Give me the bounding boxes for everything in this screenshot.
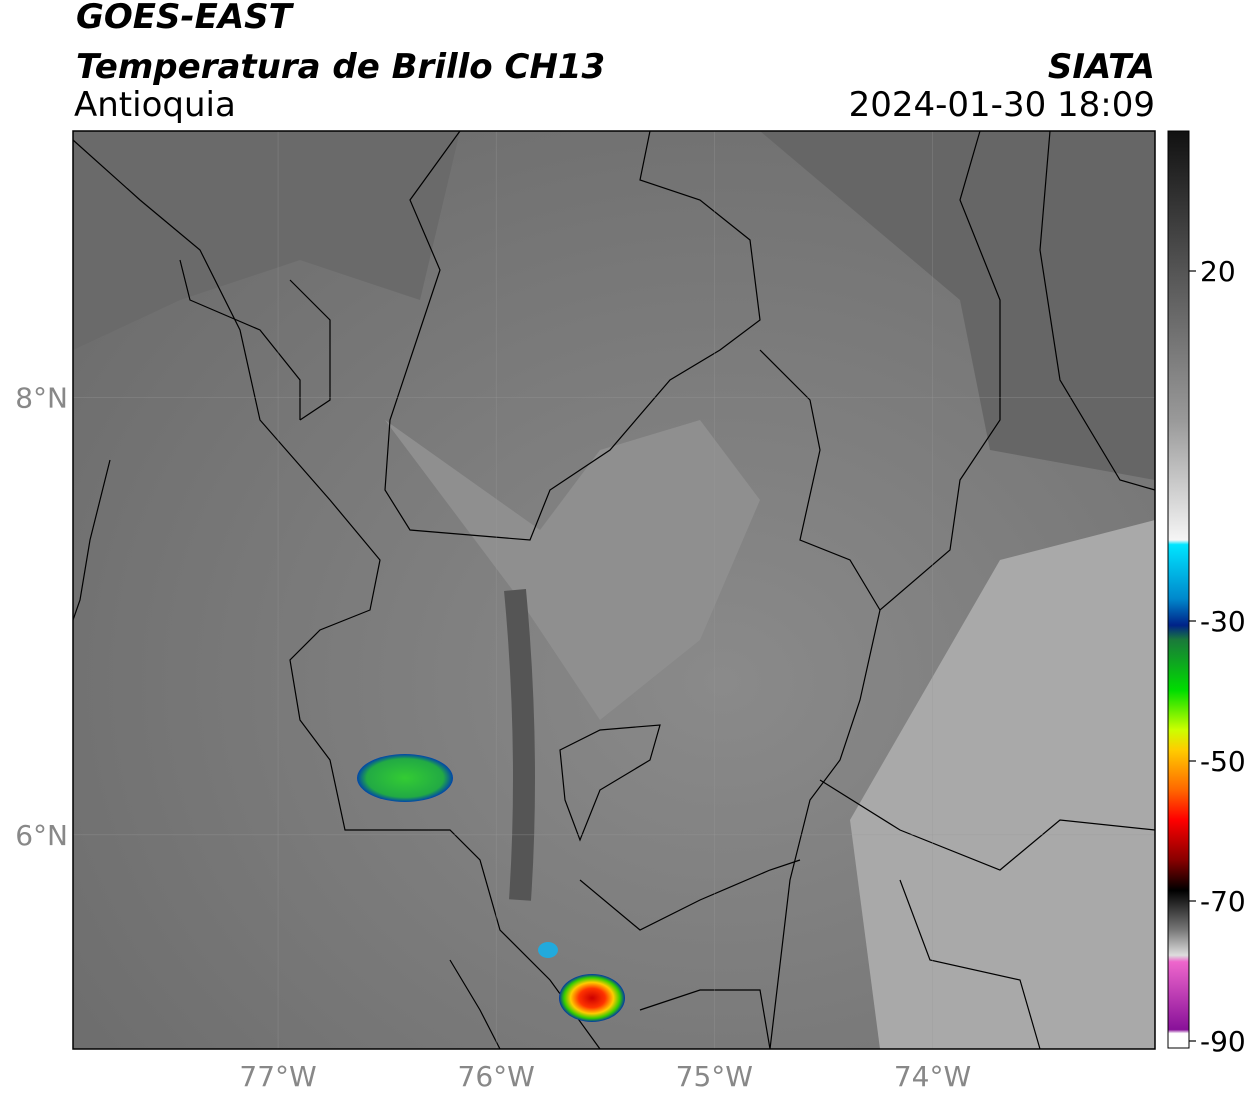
colorbar-tick-label: -30 [1200, 605, 1246, 638]
datetime: 2024-01-30 18:09 [849, 85, 1155, 125]
x-tick-label: 76°W [458, 1060, 535, 1093]
valley-shade [504, 588, 535, 901]
colorbar: 20 -30 -50 -70 -90 [1167, 130, 1246, 1058]
cold-cloud-top [538, 942, 558, 958]
graticule [73, 131, 1155, 1049]
colorbar-tick-label: -50 [1200, 745, 1246, 778]
y-tick-label: 6°N [15, 819, 68, 852]
boundaries [72, 130, 1156, 1050]
y-tick-label: 8°N [15, 382, 68, 415]
cold-cloud-top [559, 974, 625, 1022]
x-tick-label: 74°W [894, 1060, 971, 1093]
map-frame [72, 130, 1156, 1050]
region: Antioquia [74, 85, 236, 125]
colorbar-scale [1167, 130, 1190, 1049]
cold-cloud-top [357, 754, 453, 802]
cloud-shade [760, 131, 1155, 480]
subtitle: Temperatura de Brillo CH13 [76, 47, 605, 87]
colorbar-tick-label: -90 [1200, 1025, 1246, 1058]
cloud-shade [850, 520, 1155, 1049]
colorbar-tick-label: -70 [1200, 885, 1246, 918]
cloud-shade [73, 131, 460, 350]
x-tick-label: 77°W [239, 1060, 316, 1093]
colorbar-tick-label: 20 [1200, 255, 1236, 288]
source: SIATA [1048, 47, 1155, 87]
cloud-shade [385, 420, 760, 720]
map [72, 130, 1156, 1050]
x-tick-label: 75°W [676, 1060, 753, 1093]
title: GOES-EAST [76, 0, 295, 37]
